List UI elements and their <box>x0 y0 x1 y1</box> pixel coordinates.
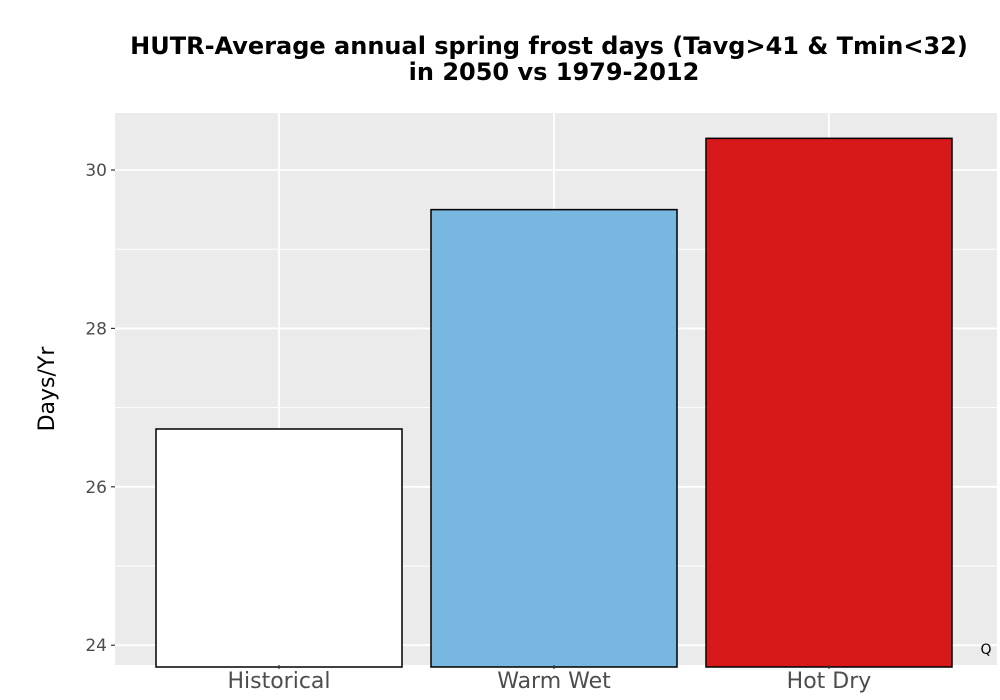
bar-warm-wet <box>430 208 678 668</box>
x-axis: Historical Warm Wet Hot Dry <box>227 665 871 694</box>
bar-layer <box>155 137 953 668</box>
y-tick-label: 30 <box>85 161 107 181</box>
y-axis-title: Days/Yr <box>35 346 60 432</box>
bar-hot-dry <box>705 137 953 668</box>
corner-annotation: Q <box>980 642 991 658</box>
chart-title: HUTR-Average annual spring frost days (T… <box>130 32 968 60</box>
x-tick-label: Hot Dry <box>787 669 872 694</box>
bar-historical <box>155 428 403 668</box>
y-tick-label: 28 <box>85 319 107 339</box>
y-tick-label: 26 <box>85 478 107 498</box>
chart-subtitle: in 2050 vs 1979-2012 <box>409 58 700 86</box>
y-tick-label: 24 <box>85 636 107 656</box>
x-tick-label: Warm Wet <box>497 669 611 694</box>
x-tick-label: Historical <box>227 669 330 694</box>
y-axis: 24 26 28 30 <box>85 161 115 656</box>
